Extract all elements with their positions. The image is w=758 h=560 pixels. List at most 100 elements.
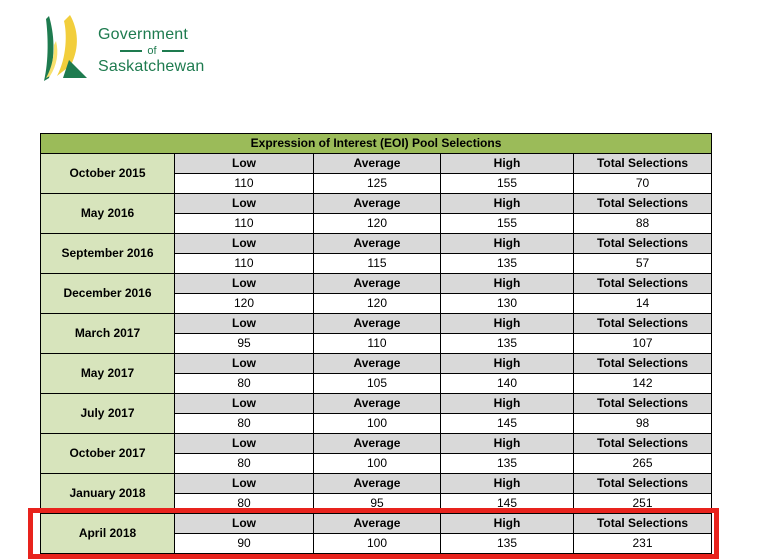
col-header-total-selections: Total Selections — [572, 273, 713, 294]
col-header-average: Average — [313, 273, 441, 294]
table-row-values: 90 100 135 231 — [41, 533, 713, 554]
table-row-values: 110 120 155 88 — [41, 213, 713, 234]
table-row: May 2016 Low Average High Total Selectio… — [40, 193, 713, 234]
value-average: 95 — [313, 493, 441, 514]
col-header-average: Average — [313, 513, 441, 534]
value-high: 145 — [440, 493, 574, 514]
value-high: 135 — [440, 453, 574, 474]
value-average: 120 — [313, 293, 441, 314]
month-label: October 2017 — [40, 433, 175, 474]
value-low: 80 — [174, 453, 314, 474]
value-total-selections: 14 — [572, 293, 713, 314]
value-high: 140 — [440, 373, 574, 394]
col-header-low: Low — [174, 273, 314, 294]
value-average: 105 — [313, 373, 441, 394]
table-row-values: 80 100 145 98 — [41, 413, 713, 434]
value-total-selections: 88 — [572, 213, 713, 234]
col-header-high: High — [440, 393, 574, 414]
table-row: October 2017 Low Average High Total Sele… — [40, 433, 713, 474]
col-header-low: Low — [174, 513, 314, 534]
col-header-total-selections: Total Selections — [572, 233, 713, 254]
logo-of: of — [147, 44, 157, 57]
logo-government: Government — [98, 26, 189, 43]
value-total-selections: 98 — [572, 413, 713, 434]
col-header-total-selections: Total Selections — [572, 513, 713, 534]
logo-text: Government of Saskatchewan — [98, 15, 206, 76]
value-low: 120 — [174, 293, 314, 314]
logo-saskatchewan: Saskatchewan — [98, 58, 205, 76]
table-row: May 2017 Low Average High Total Selectio… — [40, 353, 713, 394]
eoi-pool-selections-table: Expression of Interest (EOI) Pool Select… — [39, 133, 713, 554]
table-row-values: 120 120 130 14 — [41, 293, 713, 314]
table-row-values: 80 105 140 142 — [41, 373, 713, 394]
value-low: 110 — [174, 173, 314, 194]
table-title: Expression of Interest (EOI) Pool Select… — [39, 133, 713, 154]
value-low: 80 — [174, 373, 314, 394]
col-header-average: Average — [313, 473, 441, 494]
table-row: July 2017 Low Average High Total Selecti… — [40, 393, 713, 434]
value-high: 130 — [440, 293, 574, 314]
col-header-average: Average — [313, 153, 441, 174]
table-row: October 2015 Low Average High Total Sele… — [40, 153, 713, 194]
table-row: January 2018 Low Average High Total Sele… — [40, 473, 713, 514]
col-header-low: Low — [174, 433, 314, 454]
col-header-low: Low — [174, 393, 314, 414]
col-header-high: High — [440, 433, 574, 454]
table-body: October 2015 Low Average High Total Sele… — [40, 153, 713, 554]
value-average: 115 — [313, 253, 441, 274]
value-average: 100 — [313, 453, 441, 474]
value-average: 125 — [313, 173, 441, 194]
col-header-high: High — [440, 473, 574, 494]
col-header-high: High — [440, 193, 574, 214]
value-total-selections: 57 — [572, 253, 713, 274]
month-label: September 2016 — [40, 233, 175, 274]
col-header-average: Average — [313, 433, 441, 454]
col-header-total-selections: Total Selections — [572, 393, 713, 414]
wheat-sheaf-icon — [44, 15, 87, 81]
value-low: 80 — [174, 413, 314, 434]
logo-rule-right — [161, 50, 184, 53]
table-row-values: 95 110 135 107 — [41, 333, 713, 354]
value-average: 100 — [313, 413, 441, 434]
col-header-total-selections: Total Selections — [572, 473, 713, 494]
col-header-average: Average — [313, 393, 441, 414]
month-label: March 2017 — [40, 313, 175, 354]
value-high: 135 — [440, 333, 574, 354]
value-low: 90 — [174, 533, 314, 554]
value-average: 110 — [313, 333, 441, 354]
value-high: 155 — [440, 213, 574, 234]
month-label: December 2016 — [40, 273, 175, 314]
col-header-average: Average — [313, 313, 441, 334]
value-high: 145 — [440, 413, 574, 434]
value-total-selections: 251 — [572, 493, 713, 514]
col-header-total-selections: Total Selections — [572, 193, 713, 214]
col-header-low: Low — [174, 353, 314, 374]
month-label: May 2016 — [40, 193, 175, 234]
col-header-low: Low — [174, 233, 314, 254]
col-header-total-selections: Total Selections — [572, 153, 713, 174]
month-label: October 2015 — [40, 153, 175, 194]
value-total-selections: 231 — [572, 533, 713, 554]
value-low: 80 — [174, 493, 314, 514]
value-high: 135 — [440, 253, 574, 274]
table-row-values: 110 115 135 57 — [41, 253, 713, 274]
value-total-selections: 107 — [572, 333, 713, 354]
col-header-total-selections: Total Selections — [572, 433, 713, 454]
value-total-selections: 265 — [572, 453, 713, 474]
value-low: 110 — [174, 213, 314, 234]
col-header-average: Average — [313, 193, 441, 214]
value-average: 100 — [313, 533, 441, 554]
col-header-low: Low — [174, 313, 314, 334]
table-row: September 2016 Low Average High Total Se… — [40, 233, 713, 274]
value-total-selections: 142 — [572, 373, 713, 394]
col-header-high: High — [440, 353, 574, 374]
table-row: March 2017 Low Average High Total Select… — [40, 313, 713, 354]
table-row: April 2018 Low Average High Total Select… — [40, 513, 713, 554]
col-header-average: Average — [313, 233, 441, 254]
col-header-high: High — [440, 273, 574, 294]
logo-rule-left — [120, 50, 143, 53]
col-header-high: High — [440, 153, 574, 174]
eoi-table-container: Expression of Interest (EOI) Pool Select… — [28, 133, 719, 559]
value-high: 135 — [440, 533, 574, 554]
value-average: 120 — [313, 213, 441, 234]
